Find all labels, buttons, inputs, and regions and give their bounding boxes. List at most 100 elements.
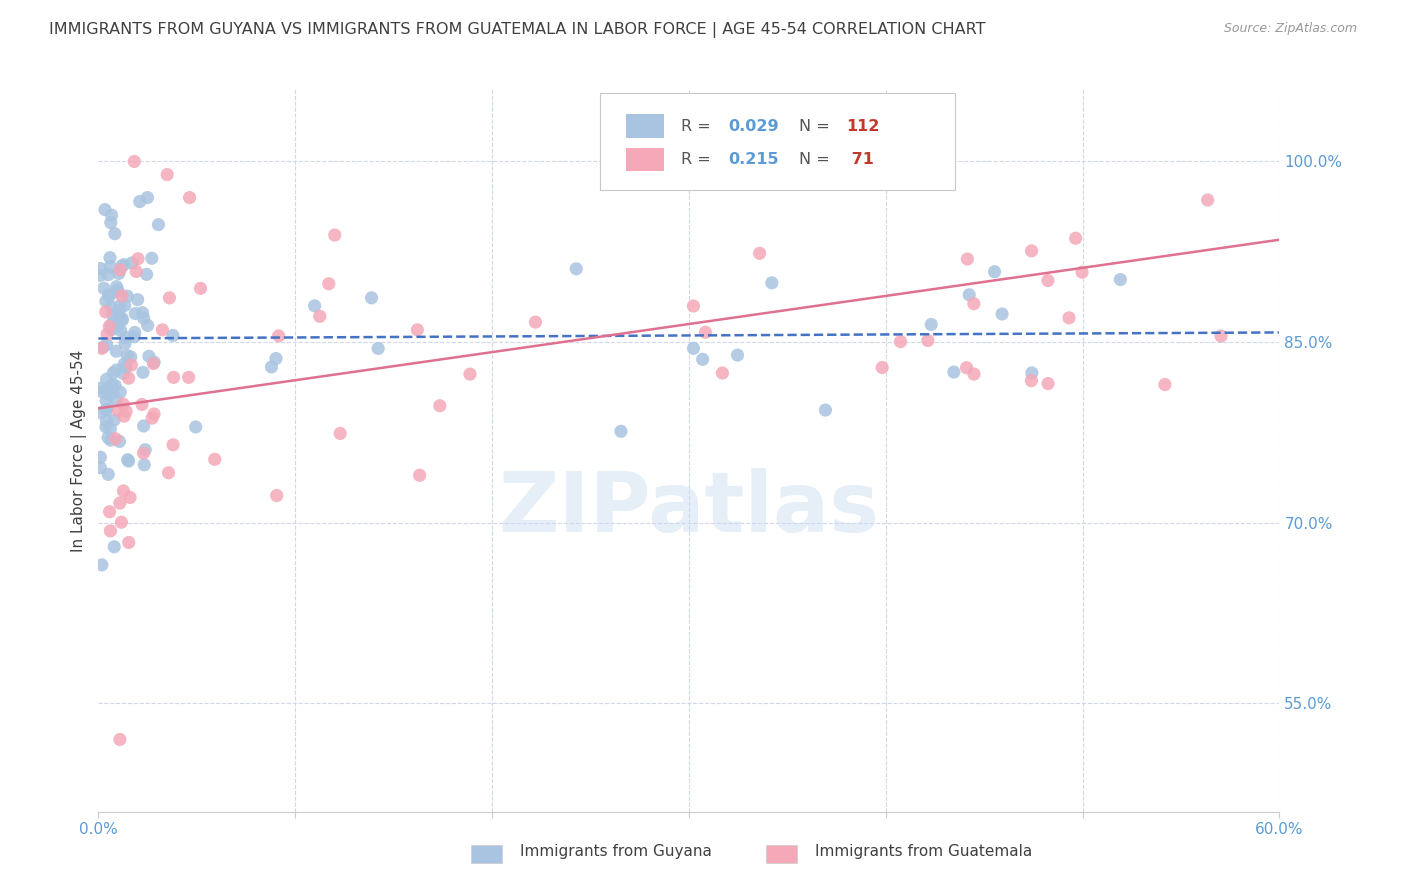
Point — [267, 329, 290, 343]
Point — [111, 289, 134, 303]
Text: ZIPatlas: ZIPatlas — [499, 467, 879, 549]
Point — [100, 208, 122, 222]
Point — [682, 299, 704, 313]
Point — [955, 360, 977, 375]
Point — [98, 260, 121, 274]
Point — [108, 299, 131, 313]
Point — [132, 365, 155, 379]
Point — [112, 483, 135, 498]
Point — [96, 402, 118, 417]
Point — [115, 359, 138, 374]
Point — [108, 267, 131, 281]
FancyBboxPatch shape — [626, 148, 664, 171]
Point — [100, 318, 122, 332]
Point — [122, 330, 145, 344]
Point — [105, 312, 128, 326]
Point — [90, 558, 112, 572]
Point — [711, 366, 734, 380]
Point — [105, 392, 128, 407]
Point — [143, 407, 166, 421]
Point — [957, 287, 980, 301]
Text: 0.029: 0.029 — [728, 119, 779, 134]
Point — [184, 420, 207, 434]
Point — [131, 397, 153, 411]
Point — [132, 311, 155, 326]
Point — [159, 291, 181, 305]
Point — [120, 358, 142, 372]
Point — [93, 340, 115, 354]
Point — [367, 342, 389, 356]
Point — [329, 426, 352, 441]
Point — [115, 404, 138, 418]
Point — [103, 366, 125, 380]
Text: IMMIGRANTS FROM GUYANA VS IMMIGRANTS FROM GUATEMALA IN LABOR FORCE | AGE 45-54 C: IMMIGRANTS FROM GUYANA VS IMMIGRANTS FRO… — [49, 22, 986, 38]
Point — [304, 299, 326, 313]
Point — [204, 452, 226, 467]
Point — [682, 342, 704, 356]
Text: R =: R = — [681, 119, 716, 134]
Point — [117, 371, 139, 385]
Point — [1021, 244, 1043, 258]
Point — [94, 202, 117, 217]
Point — [112, 258, 135, 272]
Point — [100, 433, 122, 447]
Point — [96, 402, 118, 417]
Point — [112, 357, 135, 371]
Point — [128, 194, 150, 209]
Point — [132, 419, 155, 434]
Point — [94, 305, 117, 319]
Point — [148, 218, 170, 232]
Point — [103, 540, 125, 554]
Point — [89, 261, 111, 276]
Point — [748, 246, 770, 260]
Point — [127, 293, 149, 307]
Point — [124, 307, 146, 321]
Point — [93, 281, 115, 295]
Point — [963, 367, 986, 381]
Point — [890, 334, 912, 349]
Point — [114, 298, 136, 312]
Point — [94, 420, 117, 434]
Point — [1209, 329, 1232, 343]
Point — [458, 367, 481, 381]
Point — [162, 370, 184, 384]
Point — [91, 384, 114, 399]
Point — [125, 264, 148, 278]
Point — [98, 505, 121, 519]
Text: N =: N = — [799, 152, 835, 167]
Point — [1057, 310, 1080, 325]
Point — [101, 377, 124, 392]
Point — [136, 191, 159, 205]
Point — [117, 454, 139, 468]
Point — [100, 422, 122, 436]
Point — [89, 268, 111, 283]
FancyBboxPatch shape — [600, 93, 955, 190]
Point — [108, 385, 131, 400]
Point — [105, 319, 128, 334]
Point — [104, 432, 127, 446]
Point — [141, 252, 163, 266]
Point — [121, 256, 143, 270]
Point — [90, 406, 112, 420]
Point — [156, 168, 179, 182]
Point — [1021, 366, 1043, 380]
Point — [96, 337, 118, 351]
Point — [105, 363, 128, 377]
Point — [97, 386, 120, 401]
Point — [266, 488, 288, 502]
Point — [107, 283, 129, 297]
Point — [565, 261, 588, 276]
Point — [104, 378, 127, 392]
Point — [111, 259, 134, 273]
Text: Source: ZipAtlas.com: Source: ZipAtlas.com — [1223, 22, 1357, 36]
Point — [1021, 374, 1043, 388]
Point — [162, 438, 184, 452]
Point — [108, 434, 131, 449]
Point — [89, 450, 111, 465]
Point — [408, 468, 430, 483]
Point — [142, 357, 165, 371]
Point — [118, 535, 141, 549]
FancyBboxPatch shape — [626, 114, 664, 137]
Point — [107, 285, 129, 300]
Point — [90, 381, 112, 395]
